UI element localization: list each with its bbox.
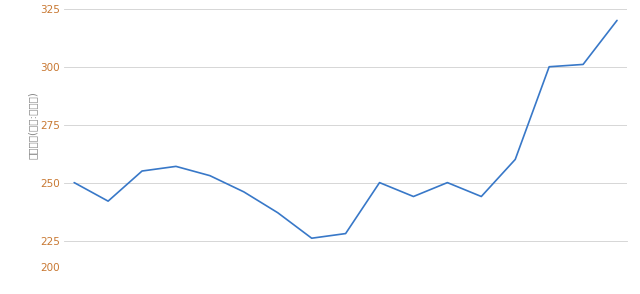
Y-axis label: 거래금액(단위:백만원): 거래금액(단위:백만원): [27, 91, 37, 158]
